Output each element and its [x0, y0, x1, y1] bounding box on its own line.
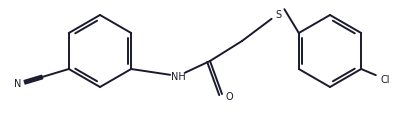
Text: Cl: Cl [380, 74, 390, 84]
Text: N: N [14, 79, 22, 88]
Text: NH: NH [171, 71, 186, 81]
Text: O: O [225, 91, 233, 101]
Text: S: S [275, 10, 281, 20]
